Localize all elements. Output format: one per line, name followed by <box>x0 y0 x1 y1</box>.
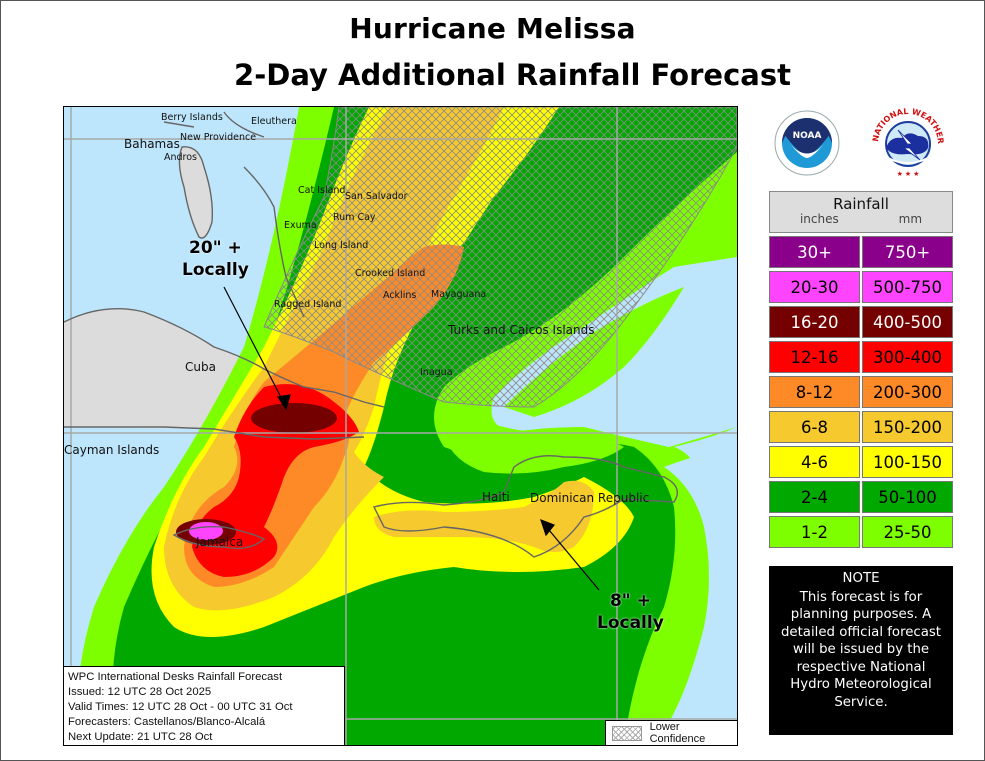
note-body: This forecast is for planning purposes. … <box>780 589 942 710</box>
info-line-issued: Issued: 12 UTC 28 Oct 2025 <box>68 686 212 698</box>
lower-confidence-legend: Lower Confidence <box>605 720 737 745</box>
legend-cell-mm: 300-400 <box>862 341 953 373</box>
place-label: Inagua <box>420 367 453 378</box>
legend-cell-inches: 6-8 <box>769 411 860 443</box>
rainfall-map: Berry Islands Eleuthera New Providence Baha… <box>63 106 738 746</box>
place-label: Crooked Island <box>355 268 426 279</box>
legend-unit-inches: inches <box>799 212 839 226</box>
legend-cell-mm: 200-300 <box>862 376 953 408</box>
svg-text:★ ★ ★: ★ ★ ★ <box>897 170 920 178</box>
svg-text:NOAA: NOAA <box>793 131 822 141</box>
legend-cell-inches: 20-30 <box>769 271 860 303</box>
annotation-qualifier: Locally <box>597 613 664 633</box>
annotation-8-inches: 8" + Locally <box>597 590 664 634</box>
place-label: Eleuthera <box>251 116 297 127</box>
place-label: Berry Islands <box>161 112 223 123</box>
legend-row: 30+ 750+ <box>769 236 953 268</box>
legend-row: 20-30 500-750 <box>769 271 953 303</box>
annotation-qualifier: Locally <box>182 260 249 280</box>
place-label: Cayman Islands <box>64 443 160 457</box>
rainfall-legend: Rainfall inches mm 30+ 750+ 20-30 500-750 16… <box>769 191 953 548</box>
place-label: Haiti <box>482 490 510 504</box>
legend-row: 8-12 200-300 <box>769 376 953 408</box>
place-label: Bahamas <box>124 137 180 151</box>
legend-cell-mm: 50-100 <box>862 481 953 513</box>
note-heading: NOTE <box>842 571 880 586</box>
legend-cell-mm: 500-750 <box>862 271 953 303</box>
info-line-valid-times: Valid Times: 12 UTC 28 Oct - 00 UTC 31 O… <box>68 701 293 713</box>
forecast-info-box: WPC International Desks Rainfall Forecas… <box>64 666 345 745</box>
legend-cell-inches: 16-20 <box>769 306 860 338</box>
place-label: Cuba <box>185 360 216 374</box>
crosshatch-swatch-icon <box>612 725 642 741</box>
legend-cell-inches: 2-4 <box>769 481 860 513</box>
place-label: Exuma <box>284 220 317 231</box>
info-line-forecasters: Forecasters: Castellanos/Blanco-Alcalá <box>68 716 266 728</box>
legend-header: Rainfall inches mm <box>769 191 953 233</box>
annotation-amount: 20" + <box>189 238 242 258</box>
place-label: Mayaguana <box>431 289 487 300</box>
legend-unit-mm: mm <box>898 212 923 226</box>
legend-cell-inches: 12-16 <box>769 341 860 373</box>
place-label: Rum Cay <box>333 212 376 223</box>
legend-row: 6-8 150-200 <box>769 411 953 443</box>
legend-row: 2-4 50-100 <box>769 481 953 513</box>
map-graphic <box>64 107 737 745</box>
legend-row: 12-16 300-400 <box>769 341 953 373</box>
legend-cell-inches: 30+ <box>769 236 860 268</box>
legend-cell-mm: 150-200 <box>862 411 953 443</box>
place-label: Andros <box>164 152 198 163</box>
place-label: New Providence <box>180 132 257 143</box>
noaa-logo-icon: NOAA <box>772 108 842 178</box>
place-label: Jamaica <box>196 535 244 549</box>
place-label: Turks and Caicos Islands <box>448 323 595 337</box>
info-line-product: WPC International Desks Rainfall Forecas… <box>68 671 283 683</box>
place-label: Dominican Republic <box>530 491 650 505</box>
legend-cell-mm: 400-500 <box>862 306 953 338</box>
annotation-amount: 8" + <box>609 591 651 611</box>
legend-cell-inches: 8-12 <box>769 376 860 408</box>
title-line-2: 2-Day Additional Rainfall Forecast <box>234 58 791 92</box>
place-label: Long Island <box>314 240 369 251</box>
legend-cell-inches: 4-6 <box>769 446 860 478</box>
lower-confidence-label: Lower Confidence <box>649 721 706 745</box>
legend-row: 1-2 25-50 <box>769 516 953 548</box>
info-line-next-update: Next Update: 21 UTC 28 Oct <box>68 731 213 743</box>
place-label: Ragged Island <box>274 299 342 310</box>
place-label: San Salvador <box>345 191 408 202</box>
legend-title: Rainfall <box>833 195 889 213</box>
legend-cell-mm: 25-50 <box>862 516 953 548</box>
nws-logo-icon: NATIONAL WEATHER ★ ★ ★ <box>868 107 945 178</box>
legend-cell-mm: 100-150 <box>862 446 953 478</box>
legend-cell-inches: 1-2 <box>769 516 860 548</box>
legend-row: 16-20 400-500 <box>769 306 953 338</box>
note-box: NOTE This forecast is for planning purpo… <box>769 566 953 735</box>
legend-row: 4-6 100-150 <box>769 446 953 478</box>
place-label: Acklins <box>383 290 417 301</box>
legend-cell-mm: 750+ <box>862 236 953 268</box>
title-line-1: Hurricane Melissa <box>349 12 636 45</box>
annotation-20-inches: 20" + Locally <box>182 237 249 281</box>
place-label: Cat Island <box>298 185 346 196</box>
